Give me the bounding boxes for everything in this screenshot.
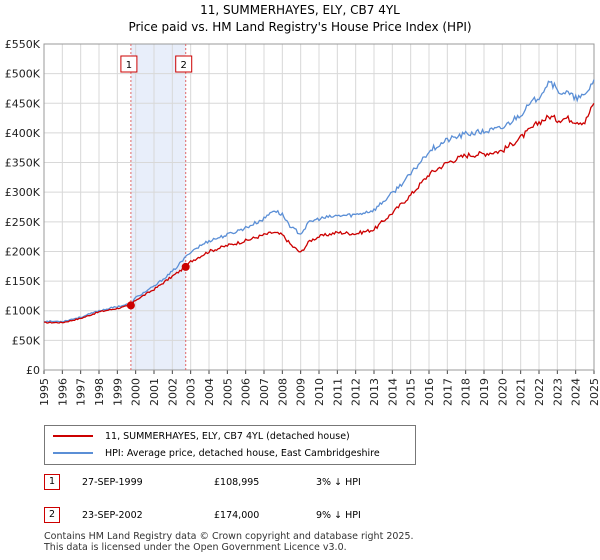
x-tick-label: 2017 xyxy=(441,378,454,406)
series-line-property xyxy=(44,102,595,324)
x-tick-label: 2020 xyxy=(496,378,509,406)
x-tick-label: 2006 xyxy=(240,378,253,406)
price-chart: £0 £50K £100K £150K £200K £250K £300K £350K £400… xyxy=(5,38,600,406)
shaded-region xyxy=(130,44,186,370)
x-tick-label: 2019 xyxy=(478,378,491,406)
sale-row: 2 23-SEP-2002 £174,000 9% ↓ HPI xyxy=(44,507,404,525)
footer: Contains HM Land Registry data © Crown c… xyxy=(44,531,414,553)
y-tick-label: £0 xyxy=(26,364,40,377)
legend-item-hpi: HPI: Average price, detached house, East… xyxy=(53,446,380,460)
x-tick-label: 2002 xyxy=(166,378,179,406)
y-tick-label: £200K xyxy=(5,245,41,258)
sale-hpi-diff: 3% ↓ HPI xyxy=(316,477,361,488)
y-tick-label: £400K xyxy=(5,127,41,140)
x-tick-label: 2024 xyxy=(570,378,583,406)
x-tick-label: 1999 xyxy=(111,378,124,406)
x-tick-label: 2025 xyxy=(588,378,600,406)
sale-price: £108,995 xyxy=(214,477,260,488)
x-tick-label: 2003 xyxy=(185,378,198,406)
x-tick-label: 2005 xyxy=(221,378,234,406)
sale-number-badge: 2 xyxy=(44,507,60,523)
x-tick-label: 2016 xyxy=(423,378,436,406)
y-tick-label: £50K xyxy=(12,334,41,347)
x-tick-label: 2018 xyxy=(460,378,473,406)
x-tick-label: 2004 xyxy=(203,378,216,406)
y-tick-label: £350K xyxy=(5,157,41,170)
x-tick-label: 1997 xyxy=(75,378,88,406)
legend-label-hpi: HPI: Average price, detached house, East… xyxy=(105,447,380,459)
y-tick-label: £100K xyxy=(5,305,41,318)
sale-marker-box xyxy=(120,55,138,73)
sale-date: 27-SEP-1999 xyxy=(82,477,143,488)
y-tick-label: £150K xyxy=(5,275,41,288)
x-tick-label: 1998 xyxy=(93,378,106,406)
footer-line: Contains HM Land Registry data © Crown c… xyxy=(44,531,414,542)
x-tick-label: 2013 xyxy=(368,378,381,406)
x-tick-label: 2010 xyxy=(313,378,326,406)
x-tick-label: 2023 xyxy=(551,378,564,406)
sale-point xyxy=(181,262,190,271)
chart-title: 11, SUMMERHAYES, ELY, CB7 4YL xyxy=(200,3,400,17)
legend-swatch-property xyxy=(53,435,93,437)
sale-date: 23-SEP-2002 xyxy=(82,510,143,521)
x-tick-label: 2012 xyxy=(350,378,363,406)
y-tick-label: £500K xyxy=(5,68,41,81)
x-tick-label: 2001 xyxy=(148,378,161,406)
x-tick-label: 2022 xyxy=(533,378,546,406)
legend-item-property: 11, SUMMERHAYES, ELY, CB7 4YL (detached … xyxy=(53,429,350,443)
x-tick-label: 2009 xyxy=(295,378,308,406)
sale-point xyxy=(126,301,135,310)
x-tick-label: 2011 xyxy=(331,378,344,406)
legend-label-property: 11, SUMMERHAYES, ELY, CB7 4YL (detached … xyxy=(105,430,350,442)
sale-marker-label: 2 xyxy=(181,60,187,71)
plot-frame xyxy=(43,43,595,371)
y-tick-label: £250K xyxy=(5,216,41,229)
legend: 11, SUMMERHAYES, ELY, CB7 4YL (detached … xyxy=(44,425,416,465)
x-tick-label: 1995 xyxy=(38,378,51,406)
y-tick-label: £550K xyxy=(5,38,41,51)
x-tick-label: 2000 xyxy=(130,378,143,406)
sale-number-badge: 1 xyxy=(44,474,60,490)
y-tick-label: £450K xyxy=(5,97,41,110)
sale-row: 1 27-SEP-1999 £108,995 3% ↓ HPI xyxy=(44,474,404,492)
sale-hpi-diff: 9% ↓ HPI xyxy=(316,510,361,521)
sale-marker-label: 1 xyxy=(126,60,132,71)
x-tick-label: 1996 xyxy=(56,378,69,406)
y-tick-label: £300K xyxy=(5,186,41,199)
chart-subtitle: Price paid vs. HM Land Registry's House … xyxy=(128,20,472,34)
series-line-hpi xyxy=(43,79,595,323)
x-tick-label: 2007 xyxy=(258,378,271,406)
x-tick-label: 2014 xyxy=(386,378,399,406)
x-tick-label: 2015 xyxy=(405,378,418,406)
x-tick-label: 2021 xyxy=(515,378,528,406)
sale-marker-box xyxy=(175,55,193,73)
sale-price: £174,000 xyxy=(214,510,260,521)
legend-swatch-hpi xyxy=(53,452,93,454)
footer-line: This data is licensed under the Open Gov… xyxy=(44,542,347,553)
x-tick-label: 2008 xyxy=(276,378,289,406)
